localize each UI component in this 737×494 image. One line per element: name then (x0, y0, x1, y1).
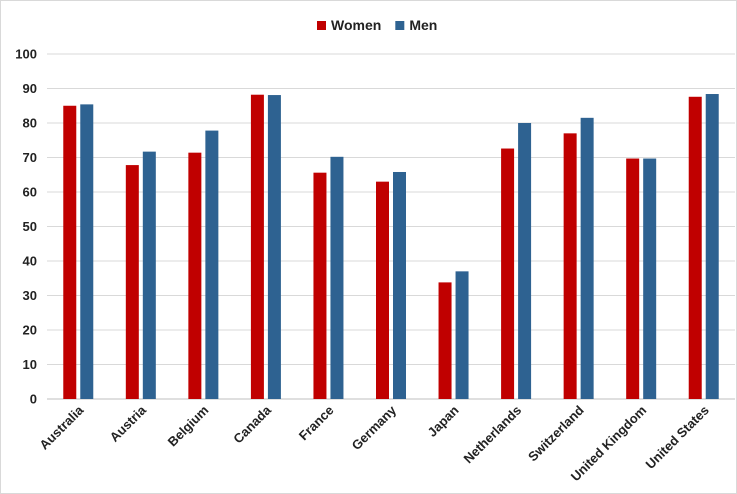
bar-women-switzerland (563, 133, 577, 399)
x-tick-label: Belgium (165, 403, 212, 450)
x-tick-label: Germany (349, 402, 400, 453)
bar-men-austria (142, 151, 156, 399)
bar-women-belgium (188, 152, 202, 399)
y-tick-label: 20 (23, 323, 37, 338)
bar-men-switzerland (580, 117, 594, 399)
legend-label-women: Women (331, 17, 381, 33)
gridlines (47, 53, 735, 400)
legend-label-men: Men (409, 17, 437, 33)
bar-men-belgium (205, 130, 219, 399)
bar-men-canada (267, 95, 281, 400)
y-tick-label: 40 (23, 254, 37, 269)
y-tick-label: 70 (23, 150, 37, 165)
legend-swatch-men (395, 21, 405, 30)
y-tick-label: 90 (23, 81, 37, 96)
bar-men-netherlands (518, 123, 532, 399)
bar-women-united-kingdom (626, 158, 640, 399)
bar-men-germany (393, 171, 406, 399)
bar-women-japan (438, 282, 452, 399)
legend: Women Men (317, 17, 437, 33)
x-tick-label: Japan (424, 402, 461, 439)
bar-men-france (330, 156, 344, 399)
y-tick-label: 80 (23, 116, 37, 131)
bar-women-united-states (688, 96, 702, 399)
x-tick-label: Australia (36, 402, 86, 452)
bars (63, 94, 719, 400)
y-axis: 0 10 20 30 40 50 60 70 80 90 100 (15, 47, 37, 407)
x-tick-label: United States (642, 403, 711, 472)
bar-women-australia (63, 105, 77, 399)
y-tick-label: 50 (23, 219, 37, 234)
y-tick-label: 0 (30, 392, 37, 407)
y-tick-label: 100 (15, 47, 37, 62)
y-tick-label: 30 (23, 288, 37, 303)
x-tick-label: Switzerland (525, 402, 587, 464)
y-tick-label: 60 (23, 185, 37, 200)
bar-women-canada (250, 94, 264, 400)
bar-women-france (313, 172, 327, 399)
bar-men-australia (80, 104, 94, 400)
bar-men-united-states (705, 94, 719, 400)
bar-women-germany (376, 181, 389, 399)
y-tick-label: 10 (23, 357, 37, 372)
x-tick-label: France (296, 403, 337, 444)
bar-men-japan (455, 271, 469, 399)
legend-swatch-women (317, 21, 326, 30)
x-tick-label: Austria (107, 402, 150, 445)
x-axis: Australia Austria Belgium Canada France Germa… (36, 402, 711, 484)
x-tick-label: Canada (230, 402, 274, 446)
bar-women-austria (125, 165, 139, 399)
bar-women-netherlands (501, 148, 515, 399)
bar-men-united-kingdom (643, 158, 657, 399)
x-tick-label: Netherlands (460, 403, 524, 467)
